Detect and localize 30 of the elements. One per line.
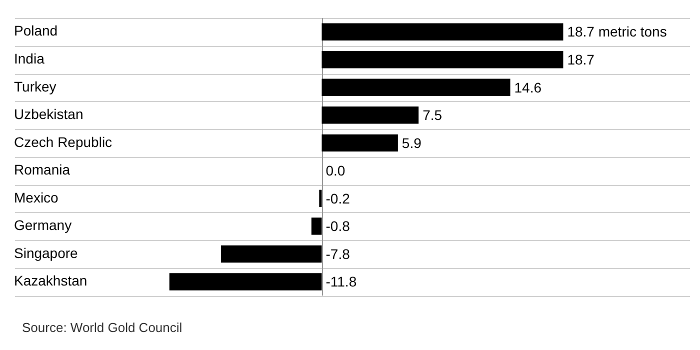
data-label: 7.5 — [422, 107, 442, 124]
y-tick-label: Uzbekistan — [14, 106, 84, 122]
y-tick-label: India — [14, 50, 45, 66]
y-tick-label: Kazakhstan — [14, 272, 88, 289]
data-label: -11.8 — [326, 274, 357, 290]
y-tick-label: Turkey — [14, 78, 56, 94]
bar — [319, 190, 322, 208]
data-label: 18.7 — [567, 52, 595, 68]
bar — [169, 273, 322, 290]
bar — [221, 245, 322, 263]
data-label: 5.9 — [402, 134, 422, 151]
bar — [322, 78, 510, 96]
source-note: Source: World Gold Council — [22, 320, 182, 335]
data-label: 18.7 metric tons — [567, 24, 667, 40]
y-tick-label: Germany — [14, 217, 72, 234]
bar — [322, 134, 398, 152]
y-tick-label: Romania — [14, 162, 70, 178]
data-label: 14.6 — [514, 79, 542, 96]
bar — [322, 23, 564, 40]
y-tick-label: Singapore — [14, 244, 78, 261]
bar — [311, 218, 322, 235]
bar — [322, 106, 419, 124]
y-tick-label: Mexico — [14, 189, 59, 206]
y-tick-label: Poland — [14, 22, 58, 39]
data-label: -0.8 — [326, 218, 350, 234]
data-label: -0.2 — [326, 190, 350, 206]
y-tick-label: Czech Republic — [14, 134, 112, 150]
data-label: 0.0 — [326, 162, 346, 179]
bar — [322, 51, 564, 68]
data-label: -7.8 — [326, 246, 350, 262]
